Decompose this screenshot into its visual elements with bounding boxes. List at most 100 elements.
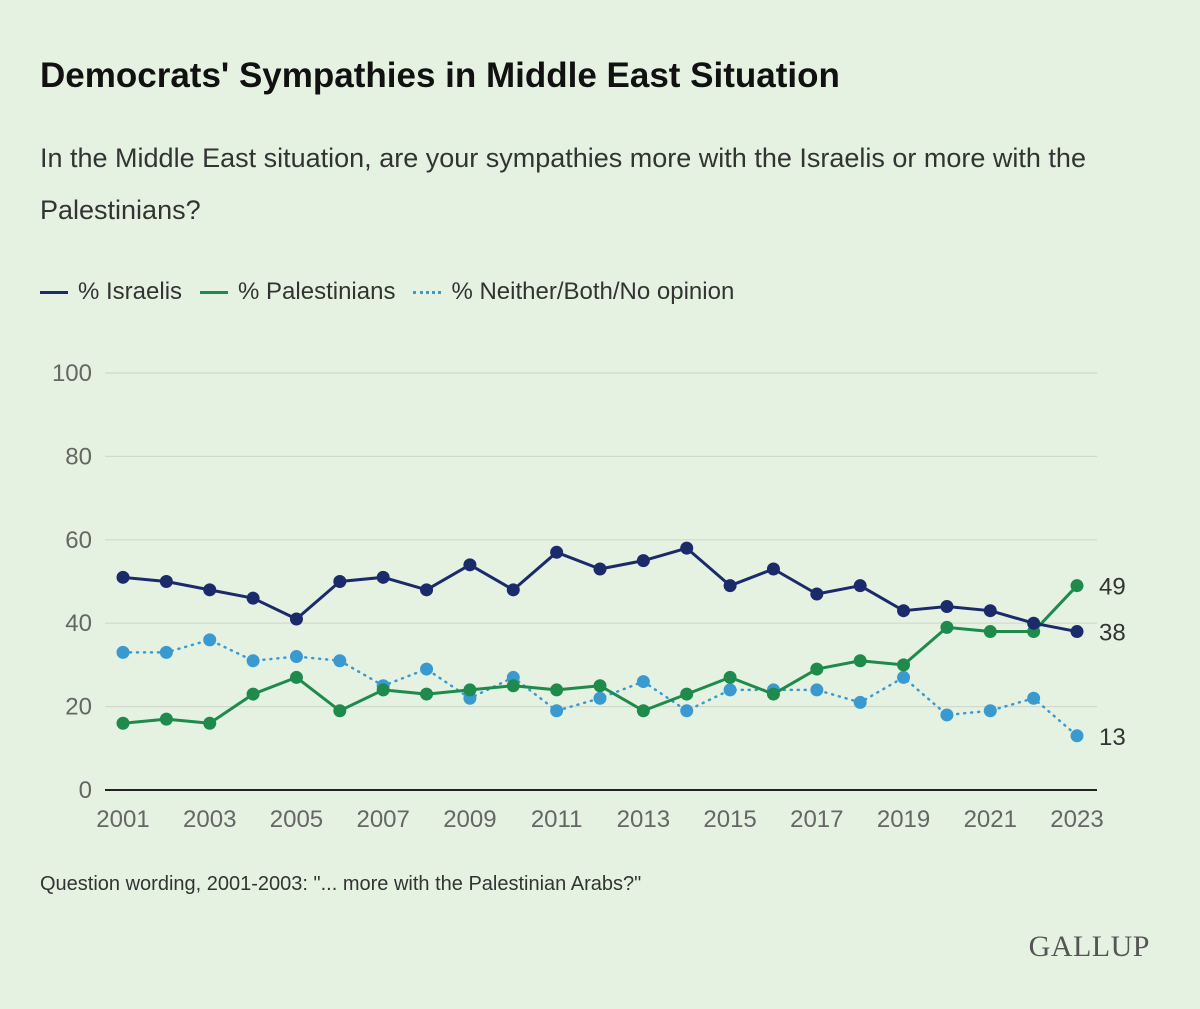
x-tick-label-2003: 2003 [183,806,236,833]
line-chart: 0 20 40 60 80 100 2001 2003 2005 2007 2009 2011 201… [52,360,1126,833]
y-tick-label-100: 100 [52,360,92,387]
chart-legend: % Israelis % Palestinians % Neither/Both… [40,278,752,306]
legend-item-neither: % Neither/Both/No opinion [413,278,734,306]
legend-swatch-israelis [40,290,68,294]
data-point-israelis-2016 [766,562,780,576]
y-tick-label-40: 40 [65,610,92,637]
chart-subtitle: In the Middle East situation, are your s… [40,143,1086,225]
data-point-palestinians-2015 [723,670,737,684]
data-point-palestinians-2004 [246,687,260,701]
x-axis-ticks: 2001 2003 2005 2007 2009 2011 2013 2015 2017 2019… [96,806,1103,833]
data-point-israelis-2012 [593,562,607,576]
data-point-neither-both-no-opinion-2004 [246,654,260,668]
x-tick-label-2007: 2007 [356,806,409,833]
data-point-neither-both-no-opinion-2002 [159,645,173,659]
data-point-palestinians-2005 [289,670,303,684]
x-tick-label-2019: 2019 [877,806,930,833]
x-tick-label-2017: 2017 [790,806,843,833]
data-point-israelis-2008 [420,583,434,597]
y-tick-label-20: 20 [65,694,92,721]
data-point-palestinians-2007 [376,683,390,697]
data-point-israelis-2017 [810,587,824,601]
legend-item-israelis: % Israelis [40,278,182,306]
gallup-logo: GALLUP [1028,930,1150,963]
data-point-israelis-2013 [636,554,650,568]
x-tick-label-2013: 2013 [617,806,670,833]
data-point-israelis-2022 [1027,616,1041,630]
legend-label-palestinians: % Palestinians [238,278,396,305]
end-label-neither-both-no-opinion: 13 [1099,724,1126,751]
x-tick-label-2001: 2001 [96,806,149,833]
data-point-israelis-2015 [723,579,737,593]
data-point-israelis-2007 [376,570,390,584]
data-point-palestinians-2002 [159,712,173,726]
series-line-neither-both-no-opinion [121,638,1079,738]
data-point-palestinians-2020 [940,620,954,634]
legend-swatch-palestinians [200,290,229,294]
x-tick-label-2023: 2023 [1050,806,1103,833]
data-point-israelis-2005 [289,612,303,626]
data-point-neither-both-no-opinion-2018 [853,695,867,709]
data-point-israelis-2023 [1070,625,1084,639]
y-axis-ticks: 0 20 40 60 80 100 [52,360,92,804]
x-tick-label-2011: 2011 [531,806,583,833]
data-point-palestinians-2001 [116,716,130,730]
data-point-neither-both-no-opinion-2011 [550,704,564,718]
legend-label-neither: % Neither/Both/No opinion [451,278,735,305]
data-point-neither-both-no-opinion-2023 [1070,729,1084,743]
series-line-israelis [121,546,1079,634]
series-lines [116,541,1084,743]
grid-lines [105,372,1097,791]
data-point-palestinians-2017 [810,662,824,676]
data-point-israelis-2020 [940,600,954,614]
data-point-israelis-2001 [116,570,130,584]
data-point-palestinians-2013 [636,704,650,718]
data-point-palestinians-2003 [203,716,217,730]
data-point-israelis-2006 [333,575,347,588]
question-wording-note: Question wording, 2001-2003: "... more w… [40,873,642,895]
data-point-israelis-2009 [463,558,477,572]
data-point-neither-both-no-opinion-2005 [289,650,303,664]
data-point-palestinians-2023 [1070,579,1084,593]
x-tick-label-2021: 2021 [964,806,1017,833]
data-point-neither-both-no-opinion-2020 [940,708,954,722]
end-labels: 38 49 13 [1099,574,1126,751]
data-point-neither-both-no-opinion-2012 [593,691,607,705]
legend-label-israelis: % Israelis [78,278,183,305]
data-point-israelis-2014 [680,541,694,555]
data-point-neither-both-no-opinion-2017 [810,683,824,697]
legend-swatch-neither [413,290,442,294]
x-tick-label-2015: 2015 [703,806,756,833]
data-point-palestinians-2012 [593,679,607,693]
data-point-palestinians-2018 [853,654,867,668]
data-point-palestinians-2016 [766,687,780,701]
data-point-palestinians-2011 [550,683,564,697]
data-point-palestinians-2008 [420,687,434,701]
data-point-neither-both-no-opinion-2014 [680,704,694,718]
end-label-palestinians: 49 [1099,574,1126,601]
data-point-neither-both-no-opinion-2019 [897,670,911,684]
y-tick-label-80: 80 [65,443,92,470]
data-point-palestinians-2021 [983,625,997,639]
end-label-israelis: 38 [1099,620,1126,647]
data-point-palestinians-2019 [897,658,911,672]
data-point-neither-both-no-opinion-2021 [983,704,997,718]
data-point-israelis-2003 [203,583,217,597]
data-point-neither-both-no-opinion-2003 [203,633,217,647]
legend-item-palestinians: % Palestinians [200,278,395,306]
x-tick-label-2005: 2005 [270,806,323,833]
data-point-palestinians-2006 [333,704,347,718]
data-point-israelis-2011 [550,545,564,559]
data-point-neither-both-no-opinion-2001 [116,645,130,659]
x-tick-label-2009: 2009 [443,806,496,833]
data-point-israelis-2018 [853,579,867,593]
data-point-israelis-2021 [983,604,997,618]
data-point-neither-both-no-opinion-2022 [1027,691,1041,705]
data-point-israelis-2019 [897,604,911,618]
data-point-neither-both-no-opinion-2006 [333,654,347,668]
data-point-palestinians-2014 [680,687,694,701]
y-tick-label-0: 0 [79,777,92,804]
data-point-neither-both-no-opinion-2008 [420,662,434,676]
data-point-israelis-2002 [159,575,173,588]
data-point-neither-both-no-opinion-2013 [636,675,650,689]
